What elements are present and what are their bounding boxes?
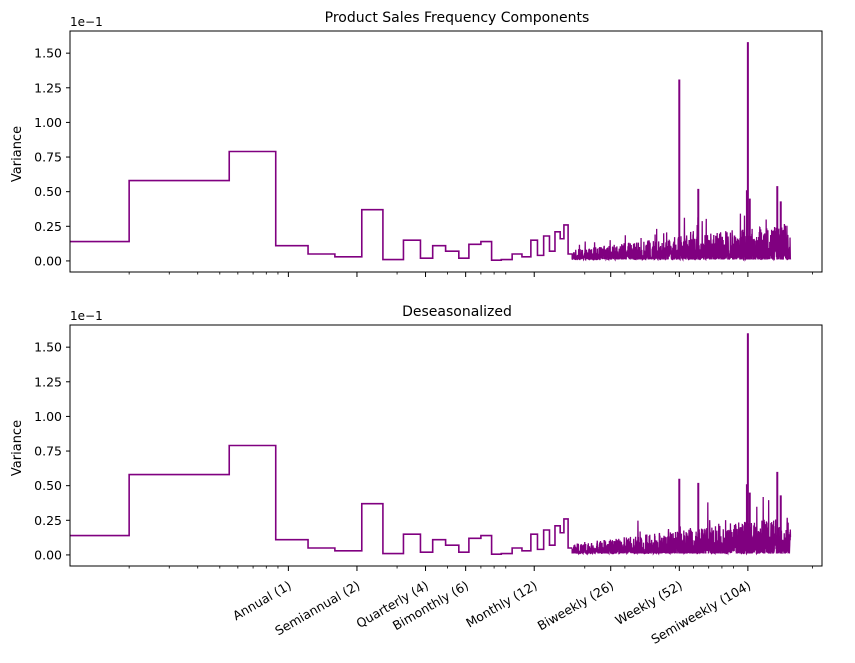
plot-frame: [69, 324, 823, 567]
y-offset-label: 1e−1: [70, 15, 103, 29]
y-offset-label: 1e−1: [70, 309, 103, 323]
chart-title: Deseasonalized: [402, 304, 512, 320]
x-tick-label: Monthly (12): [463, 578, 540, 631]
y-tick-label: 1.50: [34, 340, 62, 355]
panel-product-sales: Product Sales Frequency Components 1e−1 …: [10, 10, 823, 277]
y-tick-label: 0.25: [34, 513, 62, 528]
y-tick-label: 0.50: [34, 478, 62, 493]
panel-deseasonalized: Deseasonalized 1e−1 Variance 0.00 0.25 0.5…: [10, 304, 823, 647]
y-tick-label: 1.00: [34, 409, 62, 424]
y-tick-label: 0.00: [34, 547, 62, 562]
y-tick-label: 1.25: [34, 80, 62, 95]
y-tick-label: 1.00: [34, 115, 62, 130]
y-tick-label: 0.25: [34, 219, 62, 234]
x-axis: [128, 272, 813, 277]
plot-frame: [69, 30, 823, 273]
y-tick-label: 0.00: [34, 253, 62, 268]
y-axis-label: Variance: [10, 420, 25, 476]
y-tick-label: 0.75: [34, 444, 62, 459]
step-line: [70, 150, 573, 262]
x-tick-label: Annual (1): [230, 578, 294, 624]
y-tick-label: 1.50: [34, 46, 62, 61]
y-axis: 0.00 0.25 0.50 0.75 1.00 1.25 1.50: [34, 46, 70, 268]
series-line: [70, 333, 792, 556]
y-axis-label: Variance: [10, 126, 25, 182]
y-tick-label: 1.25: [34, 374, 62, 389]
series-line: [70, 42, 792, 262]
step-line: [70, 444, 573, 556]
noise-line: [571, 213, 792, 262]
y-axis: 0.00 0.25 0.50 0.75 1.00 1.25 1.50: [34, 340, 70, 562]
chart-title: Product Sales Frequency Components: [325, 10, 590, 26]
x-tick-label: Biweekly (26): [535, 578, 616, 634]
noise-line: [571, 497, 792, 556]
y-tick-label: 0.75: [34, 150, 62, 165]
y-tick-label: 0.50: [34, 184, 62, 199]
x-axis: Annual (1)Semiannual (2)Quarterly (4)Bim…: [128, 566, 813, 647]
